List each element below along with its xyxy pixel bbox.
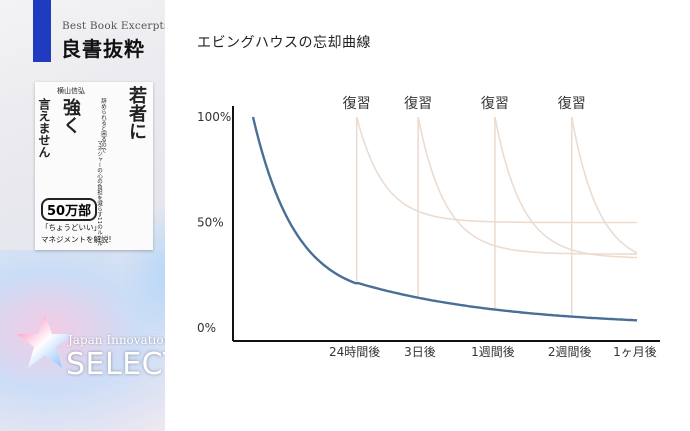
brand-accent-bar <box>33 0 51 62</box>
x-tick-label: 1ヶ月後 <box>613 345 657 359</box>
y-tick-label: 0% <box>197 321 216 335</box>
x-tick-label: 1週間後 <box>471 345 515 359</box>
book-subtitle: 辞められると困るので <box>100 98 106 153</box>
review-curve <box>417 116 637 255</box>
x-tick-label: 2週間後 <box>548 345 592 359</box>
chart-title: エビングハウスの忘却曲線 <box>197 35 371 51</box>
x-tick-labels: 24時間後 3日後 1週間後 2週間後 1ヶ月後 <box>329 345 657 359</box>
main-curve-layer <box>251 116 638 322</box>
review-annotations: 復習 復習 復習 復習 <box>343 95 586 112</box>
brand-subtitle: Best Book Excerpts <box>62 20 165 32</box>
x-tick-label: 24時間後 <box>329 345 380 359</box>
book-title-line2: 強く <box>60 98 81 134</box>
selections-subtitle: Japan Innovation Review <box>68 333 165 347</box>
y-tick-label: 50% <box>197 216 224 230</box>
review-label: 復習 <box>481 95 509 112</box>
y-tick-label: 100% <box>197 110 231 124</box>
review-curve <box>355 116 637 224</box>
book-author: 横山信弘 <box>57 87 85 95</box>
book-title-line1: 若者に <box>126 86 147 140</box>
book-bottom-line1: 「ちょうどいい」 <box>41 223 101 232</box>
book-badge: 50万部 <box>41 198 98 221</box>
forgetting-curve-chart: 100% 50% 0% 24時間後 3日後 1週間後 2週間後 1ヶ月後 復習 復習 復習 復習 <box>197 95 660 359</box>
review-curve <box>570 116 638 254</box>
review-curves <box>355 116 638 317</box>
x-tick-label: 3日後 <box>404 345 436 359</box>
series-line <box>251 116 638 322</box>
review-label: 復習 <box>404 95 432 112</box>
review-label: 復習 <box>558 95 586 112</box>
y-tick-labels: 100% 50% 0% <box>197 110 231 335</box>
book-title-line3: 言えません <box>37 98 51 158</box>
review-curve <box>494 116 638 259</box>
book-cover[interactable]: 横山信弘 若者に 強く 言えません 辞められると困るので マネジャーの心の負担を… <box>35 82 153 250</box>
star-icon <box>17 314 73 368</box>
book-tagline: マネジャーの心の負担を減らす11のルール <box>96 140 102 246</box>
book-bottom-line2: マネジメントを解説! <box>41 235 112 244</box>
review-label: 復習 <box>343 95 371 112</box>
selections-logo-text: SELECTIONS <box>66 347 165 382</box>
brand-title: 良書抜粋 <box>61 37 145 61</box>
sidebar: Best Book Excerpts 良書抜粋 横山信弘 若者に 強く 言えませ… <box>0 0 165 431</box>
